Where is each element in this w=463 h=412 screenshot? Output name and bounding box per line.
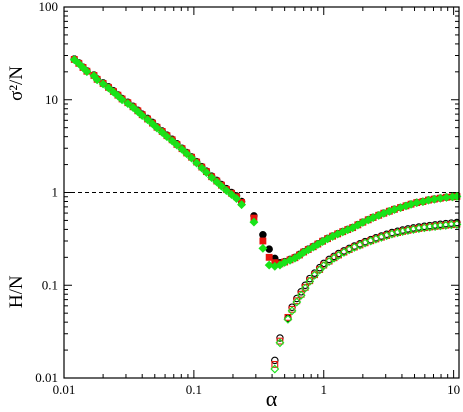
data-point-diamond [249,217,259,227]
data-point-diamond [216,181,226,191]
x-axis-label: α [266,386,278,411]
data-point-diamond [275,338,285,348]
data-point-diamond [197,163,207,173]
plot-frame [63,6,460,379]
x-tick-label: 10 [447,382,460,397]
data-point-diamond [167,136,177,146]
data-point-diamond [98,79,108,89]
series-H-diamond [270,219,462,374]
data-point-diamond [221,186,231,195]
x-tick-labels: 0.01 0.1 1 10 [53,382,460,397]
data-point-diamond [227,190,237,200]
series-sigma2-diamond [69,55,462,271]
data-point-diamond [334,250,344,260]
data-point-diamond [270,364,280,374]
data-point-diamond [296,290,306,300]
data-point-diamond [232,194,241,204]
data-point-diamond [143,115,153,125]
data-point-diamond [177,144,187,154]
data-point-diamond [292,297,302,307]
data-point-square [284,313,292,321]
y-tick-label: 0.01 [35,370,58,385]
y-axis-label-bottom: H/N [6,275,27,308]
data-point-diamond [92,75,102,85]
data-point-diamond [305,276,315,286]
data-point-diamond [237,200,247,210]
data-point-diamond [148,119,157,129]
data-point-diamond [300,283,310,293]
data-point-diamond [74,59,84,69]
y-tick-label: 1 [52,185,59,200]
data-point-diamond [82,67,92,77]
data-markers [69,55,462,374]
data-point-circle [271,356,279,365]
data-point-diamond [162,132,172,142]
data-point-diamond [137,111,147,121]
data-point-diamond [202,168,211,178]
data-point-diamond [172,140,182,150]
data-point-diamond [152,123,162,133]
x-tick-label: 1 [320,382,327,397]
data-point-diamond [319,261,329,271]
data-point-diamond [324,257,334,267]
data-point-diamond [287,306,297,316]
data-point-diamond [258,243,268,253]
data-point-diamond [128,103,138,112]
data-point-circle [265,245,273,253]
data-point-diamond [117,95,127,105]
y-tick-label: 10 [45,92,58,107]
data-point-diamond [192,158,202,168]
y-tick-label: 0.1 [42,277,58,292]
data-point-diamond [315,265,325,275]
data-point-diamond [182,149,192,159]
data-point-diamond [187,153,197,163]
data-point-diamond [283,314,293,324]
data-point-diamond [104,83,113,93]
data-point-diamond [133,107,143,117]
data-point-square [259,237,267,245]
data-point-diamond [123,99,133,109]
y-tick-label: 100 [39,0,59,14]
y-tick-labels: 0.01 0.1 1 10 100 [35,0,58,385]
data-point-square [265,253,273,261]
y-axis-label-top: σ²/N [6,66,27,101]
data-point-diamond [207,173,217,182]
data-point-diamond [157,127,167,137]
data-point-diamond [108,87,118,97]
data-point-diamond [69,55,79,65]
data-point-diamond [310,270,320,280]
x-tick-label: 0.01 [53,382,76,397]
data-point-square [276,337,284,345]
data-point-circle [259,231,267,239]
data-point-square [271,361,279,368]
data-point-diamond [393,228,403,238]
x-tick-label: 0.1 [186,382,202,397]
data-point-diamond [212,177,222,187]
